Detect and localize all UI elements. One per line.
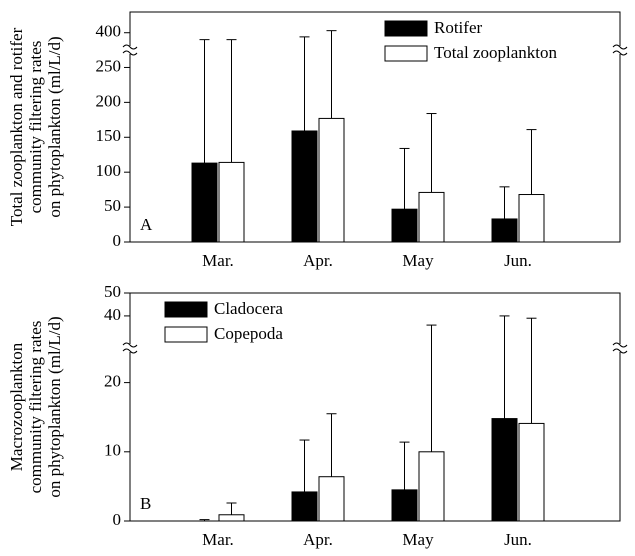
x-tick-label: Mar. xyxy=(202,251,234,270)
x-tick-label: Apr. xyxy=(303,530,333,549)
bar xyxy=(318,476,345,522)
legend-swatch xyxy=(164,301,208,318)
axis-break-mark xyxy=(122,44,138,50)
y-tick-label: 10 xyxy=(104,441,121,460)
y-tick-label: 0 xyxy=(113,231,122,250)
axis-break-mark xyxy=(612,348,628,354)
bar xyxy=(518,422,545,522)
bar xyxy=(518,194,545,243)
legend-label: Copepoda xyxy=(214,324,283,343)
y-tick-label: 50 xyxy=(104,282,121,301)
plot-frame xyxy=(129,11,621,243)
x-tick-label: Apr. xyxy=(303,251,333,270)
legend-label: Cladocera xyxy=(214,299,283,318)
bar xyxy=(291,491,318,522)
plot-frame xyxy=(129,292,621,522)
y-tick-label: 400 xyxy=(96,22,122,41)
axis-break-gap xyxy=(123,46,137,54)
y-tick-label: 40 xyxy=(104,305,121,324)
bar xyxy=(218,161,245,243)
panel-label: A xyxy=(140,215,153,234)
axis-break-gap xyxy=(613,46,627,54)
axis-break-mark xyxy=(612,50,628,56)
y-axis-label: Total zooplankton and rotifer xyxy=(7,27,26,226)
legend-swatch xyxy=(164,326,208,343)
axis-break-gap xyxy=(123,344,137,352)
y-tick-label: 50 xyxy=(104,196,121,215)
x-tick-label: May xyxy=(402,251,434,270)
bar xyxy=(391,208,418,243)
axis-break-mark xyxy=(122,50,138,56)
legend-label: Total zooplankton xyxy=(434,43,557,62)
panel-label: B xyxy=(140,494,151,513)
bar xyxy=(418,191,445,243)
y-axis-label: on phytoplankton (ml/L/d) xyxy=(45,36,64,217)
bar xyxy=(391,489,418,522)
y-axis-label: Macrozooplankton xyxy=(7,342,26,471)
y-axis-label: on phytoplankton (ml/L/d) xyxy=(45,316,64,497)
legend-swatch xyxy=(384,45,428,62)
x-tick-label: Jun. xyxy=(504,251,532,270)
bar xyxy=(291,130,318,243)
legend-label: Rotifer xyxy=(434,18,482,37)
x-tick-label: Jun. xyxy=(504,530,532,549)
axis-break-mark xyxy=(612,342,628,348)
bar xyxy=(491,218,518,243)
axis-break-gap xyxy=(613,344,627,352)
y-tick-label: 0 xyxy=(113,510,122,529)
bar xyxy=(191,162,218,243)
y-tick-label: 250 xyxy=(96,56,122,75)
y-axis-label: community filtering rates xyxy=(26,41,45,214)
y-tick-label: 200 xyxy=(96,91,122,110)
y-axis-label: community filtering rates xyxy=(26,321,45,494)
bar xyxy=(418,451,445,522)
y-tick-label: 150 xyxy=(96,126,122,145)
y-tick-label: 20 xyxy=(104,372,121,391)
axis-break-mark xyxy=(612,44,628,50)
bar xyxy=(218,514,245,522)
axis-break-mark xyxy=(122,342,138,348)
x-tick-label: Mar. xyxy=(202,530,234,549)
legend-swatch xyxy=(384,20,428,37)
bar xyxy=(491,418,518,522)
axis-break-mark xyxy=(122,348,138,354)
bar xyxy=(318,117,345,243)
y-tick-label: 100 xyxy=(96,161,122,180)
x-tick-label: May xyxy=(402,530,434,549)
